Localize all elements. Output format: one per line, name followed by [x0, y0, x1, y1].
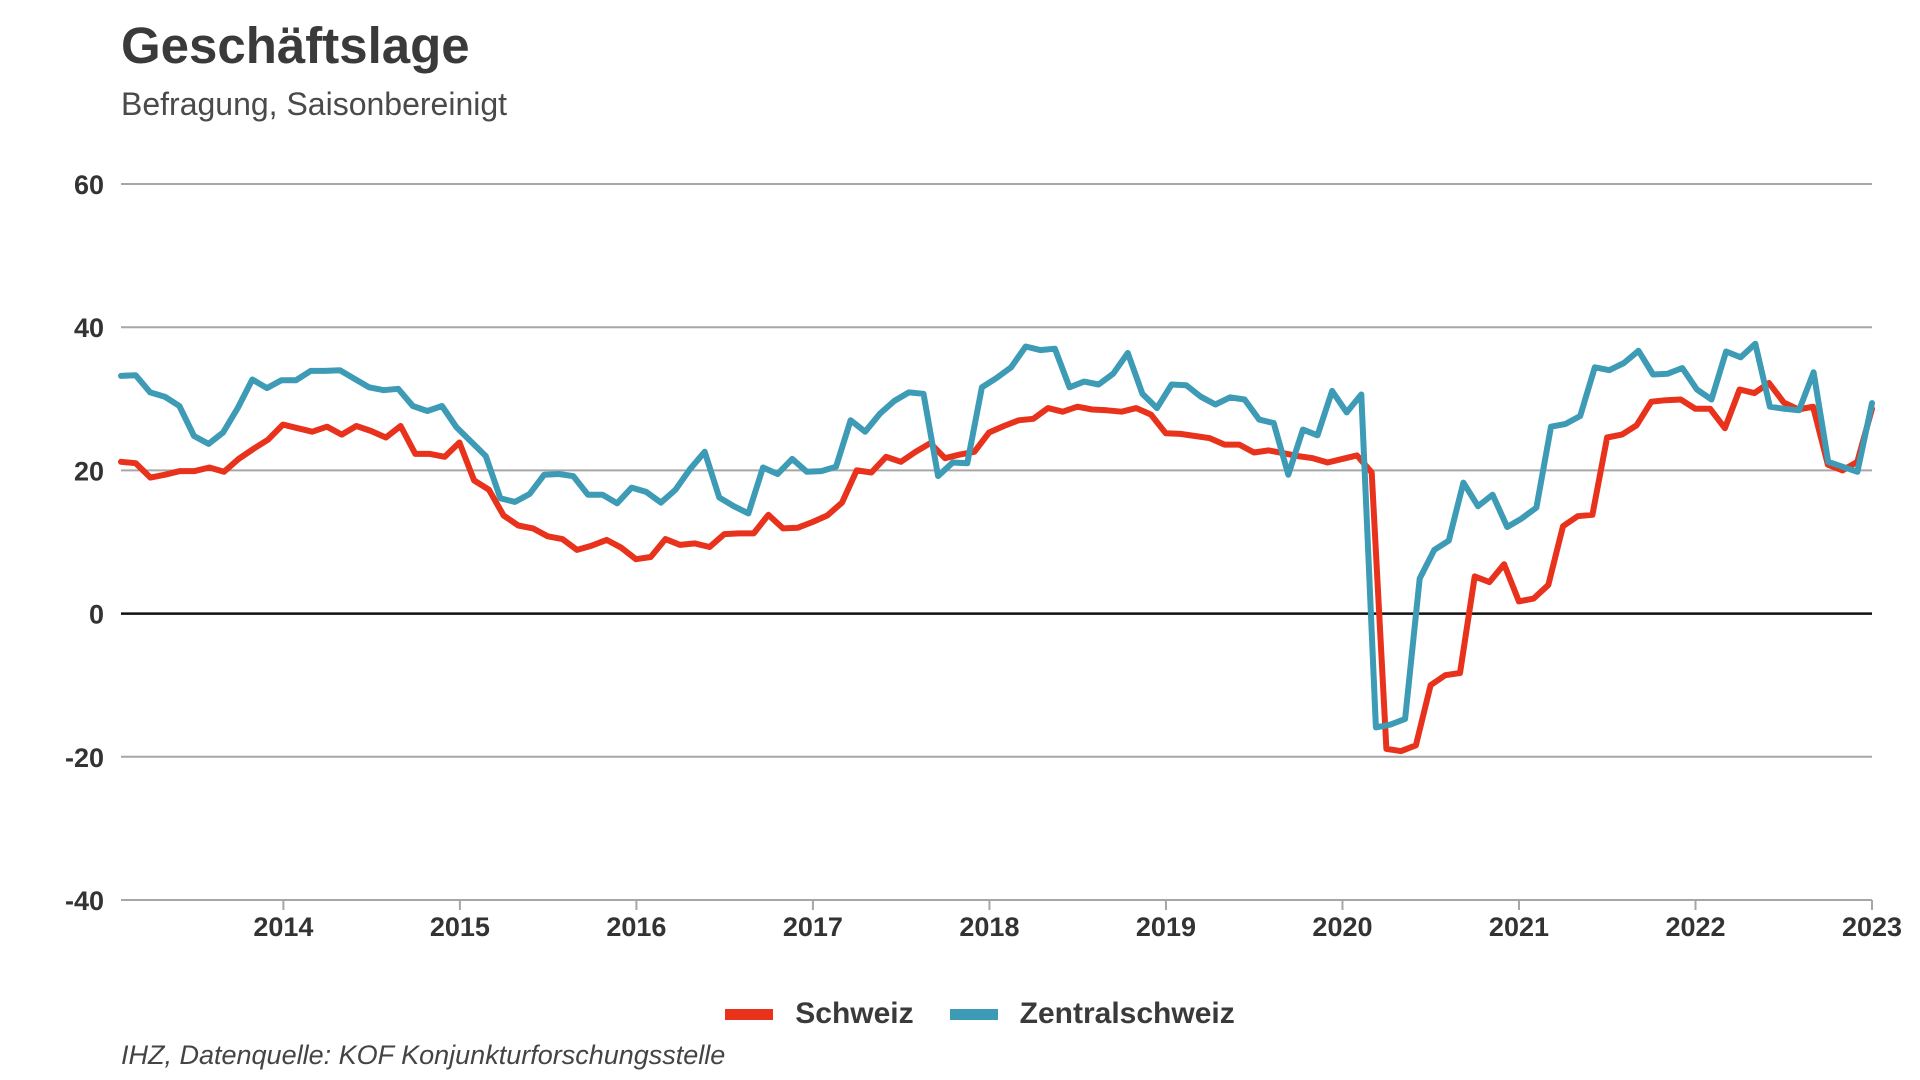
x-tick-label: 2016 — [606, 912, 666, 942]
legend-swatch-zentralschweiz — [949, 1008, 998, 1020]
y-tick-label: 40 — [74, 313, 104, 343]
y-tick-label: 60 — [74, 170, 104, 200]
y-tick-label: -20 — [65, 743, 104, 773]
legend-item-schweiz[interactable]: Schweiz — [725, 997, 914, 1031]
x-tick-label: 2023 — [1842, 912, 1902, 942]
x-tick-label: 2019 — [1136, 912, 1196, 942]
legend-label-zentralschweiz: Zentralschweiz — [1019, 997, 1235, 1030]
series-layer — [118, 340, 1875, 755]
chart-title: Geschäftslage — [121, 17, 470, 74]
x-tick-label: 2014 — [253, 912, 313, 942]
x-tick-label: 2021 — [1489, 912, 1549, 942]
series-line-zentralschweiz — [118, 340, 1875, 731]
x-tick-label: 2018 — [959, 912, 1019, 942]
legend-item-zentralschweiz[interactable]: Zentralschweiz — [949, 997, 1235, 1031]
y-tick-label: 20 — [74, 456, 104, 486]
grid-layer — [121, 183, 1872, 901]
x-tick-label: 2017 — [783, 912, 843, 942]
x-tick-label: 2015 — [430, 912, 490, 942]
x-tick-label: 2020 — [1312, 912, 1372, 942]
x-axis-tick-labels: 2014 2015 2016 2017 2018 2019 2020 2021 2022 2023 — [253, 900, 1902, 942]
series-line-schweiz — [118, 380, 1875, 755]
y-axis-tick-labels: 60 40 20 0 -20 -40 — [65, 170, 104, 916]
y-tick-label: 0 — [89, 600, 104, 630]
legend: Schweiz Zentralschweiz — [0, 997, 1920, 1031]
legend-label-schweiz: Schweiz — [795, 997, 914, 1030]
chart-subtitle: Befragung, Saisonbereinigt — [121, 86, 508, 122]
source-note: IHZ, Datenquelle: KOF Konjunkturforschun… — [121, 1040, 726, 1070]
y-tick-label: -40 — [65, 886, 104, 916]
x-tick-label: 2022 — [1665, 912, 1725, 942]
legend-swatch-schweiz — [725, 1008, 774, 1020]
